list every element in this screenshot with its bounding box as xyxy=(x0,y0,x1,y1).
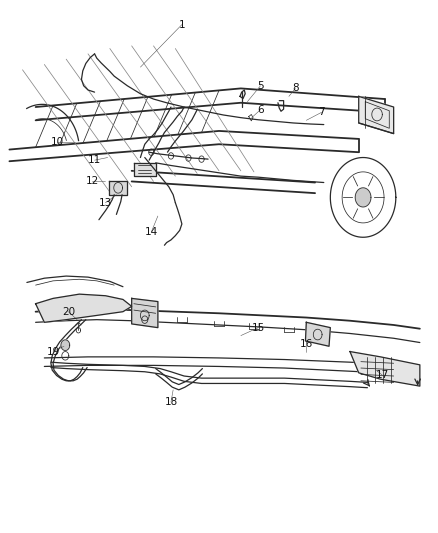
Text: 11: 11 xyxy=(88,155,101,165)
Text: 20: 20 xyxy=(62,306,75,317)
Text: 8: 8 xyxy=(292,83,299,93)
Polygon shape xyxy=(355,188,371,207)
Text: 13: 13 xyxy=(99,198,112,208)
Polygon shape xyxy=(61,340,70,351)
Polygon shape xyxy=(35,294,132,322)
Text: 7: 7 xyxy=(318,107,325,117)
Polygon shape xyxy=(109,181,127,195)
Text: 15: 15 xyxy=(252,322,265,333)
Text: 17: 17 xyxy=(376,370,389,381)
Text: 19: 19 xyxy=(46,346,60,357)
Text: 14: 14 xyxy=(145,227,158,237)
Text: 6: 6 xyxy=(257,104,264,115)
Polygon shape xyxy=(134,163,155,176)
Polygon shape xyxy=(305,322,330,346)
Text: 12: 12 xyxy=(86,176,99,187)
Text: 18: 18 xyxy=(164,397,177,407)
Text: 10: 10 xyxy=(51,136,64,147)
Polygon shape xyxy=(359,96,394,134)
Text: 16: 16 xyxy=(300,338,313,349)
Polygon shape xyxy=(350,352,420,386)
Text: 1: 1 xyxy=(179,20,185,30)
Polygon shape xyxy=(132,298,158,328)
Text: 5: 5 xyxy=(257,81,264,91)
